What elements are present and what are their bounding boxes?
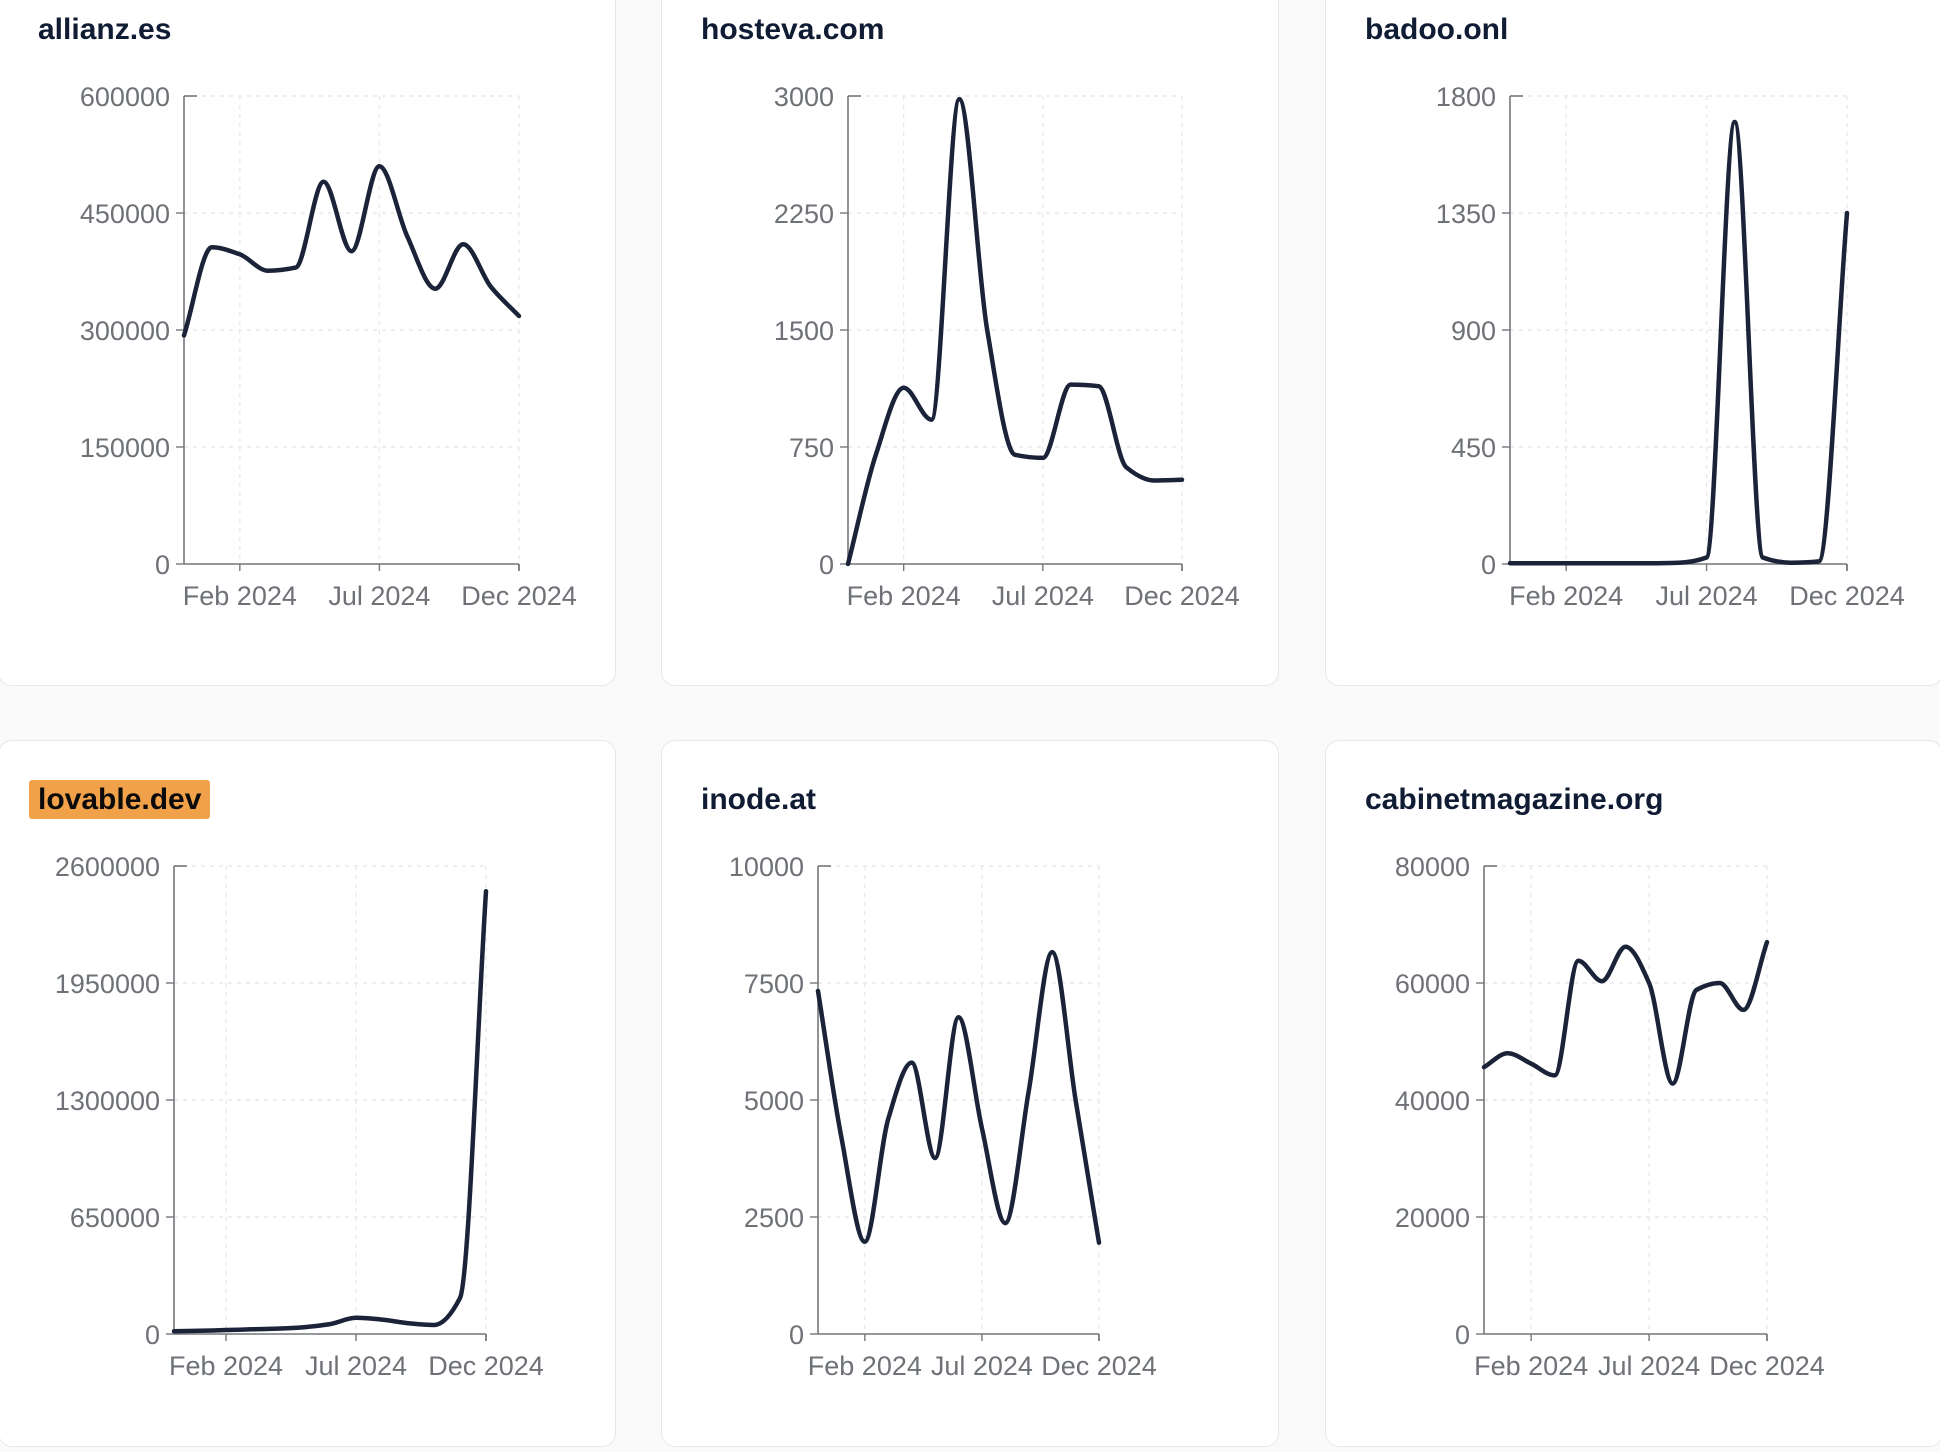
x-tick-label: Dec 2024	[428, 1351, 544, 1381]
traffic-series-line	[1507, 119, 1850, 566]
y-tick-label: 1500	[774, 316, 834, 346]
x-tick-label: Jul 2024	[992, 581, 1094, 611]
y-tick-label: 900	[1451, 316, 1496, 346]
y-tick-label: 1300000	[55, 1086, 160, 1116]
y-tick-label: 1350	[1436, 199, 1496, 229]
y-tick-label: 60000	[1395, 969, 1470, 999]
y-tick-label: 1800	[1436, 82, 1496, 112]
y-tick-label: 2500	[744, 1203, 804, 1233]
traffic-line-chart: 0 650000 1300000 1950000 2600000 Feb 2024 Jul …	[55, 852, 544, 1381]
x-tick-label: Dec 2024	[1041, 1351, 1157, 1381]
traffic-series-line	[171, 888, 489, 1334]
card-hosteva-com[interactable]: hosteva.com 0 750 1500 2250 3000 Feb 2024 Jul …	[661, 0, 1279, 686]
domain-title: lovable.dev	[29, 780, 211, 819]
traffic-line-chart: 0 450 900 1350 1800 Feb 2024 Jul 2024 Dec 2024	[1436, 82, 1905, 611]
y-tick-label: 750	[789, 433, 834, 463]
traffic-series-line	[181, 163, 522, 338]
x-tick-label: Feb 2024	[169, 1351, 283, 1381]
x-tick-label: Jul 2024	[1656, 581, 1758, 611]
y-tick-label: 0	[1455, 1320, 1470, 1350]
card-allianz-es[interactable]: allianz.es 0 150000 300000 450000 600000 Feb …	[0, 0, 616, 686]
traffic-line-chart: 0 20000 40000 60000 80000 Feb 2024 Jul 2024 Dec…	[1395, 852, 1825, 1381]
domain-title-text: allianz.es	[38, 13, 172, 46]
domain-title-text: cabinetmagazine.org	[1365, 783, 1664, 816]
y-tick-label: 300000	[80, 316, 170, 346]
x-tick-label: Feb 2024	[847, 581, 961, 611]
card-lovable-dev[interactable]: lovable.dev 0 650000 1300000 1950000 2600000…	[0, 740, 616, 1447]
domain-title: allianz.es	[29, 11, 180, 49]
y-tick-label: 0	[155, 550, 170, 580]
y-tick-label: 1950000	[55, 969, 160, 999]
domain-title-text: hosteva.com	[701, 13, 885, 46]
traffic-line-chart: 0 150000 300000 450000 600000 Feb 2024 Jul 202…	[80, 82, 577, 611]
x-tick-label: Dec 2024	[461, 581, 577, 611]
x-tick-label: Feb 2024	[1509, 581, 1623, 611]
x-tick-label: Feb 2024	[183, 581, 297, 611]
y-tick-label: 0	[819, 550, 834, 580]
x-tick-label: Jul 2024	[931, 1351, 1033, 1381]
traffic-series-line	[845, 96, 1185, 567]
domain-title-text: badoo.onl	[1365, 13, 1509, 46]
domain-title: badoo.onl	[1356, 11, 1517, 49]
y-tick-label: 20000	[1395, 1203, 1470, 1233]
domain-title-text-highlighted: lovable.dev	[29, 780, 211, 819]
card-cabinetmagazine-org[interactable]: cabinetmagazine.org 0 20000 40000 60000 8000…	[1325, 740, 1940, 1447]
x-tick-label: Dec 2024	[1789, 581, 1905, 611]
y-tick-label: 80000	[1395, 852, 1470, 882]
x-tick-label: Dec 2024	[1124, 581, 1240, 611]
x-tick-label: Feb 2024	[808, 1351, 922, 1381]
y-tick-label: 0	[789, 1320, 804, 1350]
y-tick-label: 40000	[1395, 1086, 1470, 1116]
x-tick-label: Feb 2024	[1474, 1351, 1588, 1381]
y-tick-label: 7500	[744, 969, 804, 999]
y-tick-label: 650000	[70, 1203, 160, 1233]
card-badoo-onl[interactable]: badoo.onl 0 450 900 1350 1800 Feb 2024 Jul 202…	[1325, 0, 1940, 686]
traffic-line-chart: 0 2500 5000 7500 10000 Feb 2024 Jul 2024 Dec 20…	[729, 852, 1157, 1381]
y-tick-label: 2600000	[55, 852, 160, 882]
y-tick-label: 450	[1451, 433, 1496, 463]
x-tick-label: Dec 2024	[1709, 1351, 1825, 1381]
domain-title: inode.at	[692, 781, 825, 819]
domain-title-text: inode.at	[701, 783, 817, 816]
card-inode-at[interactable]: inode.at 0 2500 5000 7500 10000 Feb 2024 Jul 2…	[661, 740, 1279, 1447]
y-tick-label: 0	[145, 1320, 160, 1350]
y-tick-label: 10000	[729, 852, 804, 882]
x-tick-label: Jul 2024	[305, 1351, 407, 1381]
traffic-line-chart: 0 750 1500 2250 3000 Feb 2024 Jul 2024 Dec 2024	[774, 82, 1240, 611]
y-tick-label: 150000	[80, 433, 170, 463]
traffic-series-line	[1481, 939, 1770, 1086]
domain-title: cabinetmagazine.org	[1356, 781, 1672, 819]
y-tick-label: 600000	[80, 82, 170, 112]
x-tick-label: Jul 2024	[328, 581, 430, 611]
y-tick-label: 2250	[774, 199, 834, 229]
y-tick-label: 450000	[80, 199, 170, 229]
domain-title: hosteva.com	[692, 11, 893, 49]
y-tick-label: 0	[1481, 550, 1496, 580]
y-tick-label: 5000	[744, 1086, 804, 1116]
x-tick-label: Jul 2024	[1598, 1351, 1700, 1381]
traffic-series-line	[815, 949, 1102, 1245]
y-tick-label: 3000	[774, 82, 834, 112]
